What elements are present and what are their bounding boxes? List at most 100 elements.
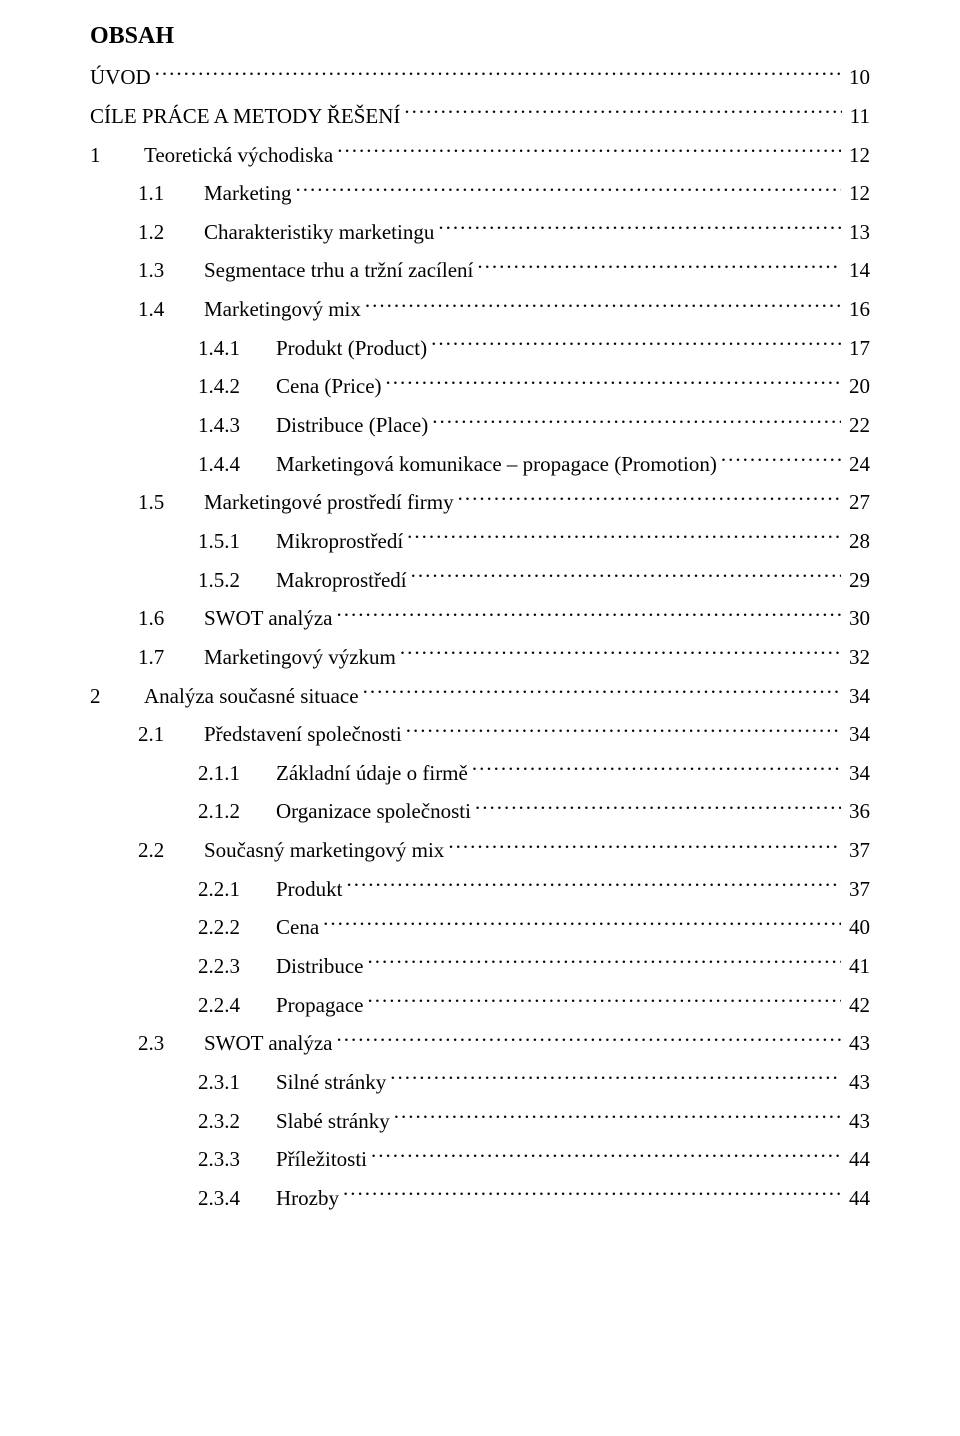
toc-entry: 1.4.2Cena (Price)20: [90, 370, 870, 403]
toc-entry-label: Charakteristiky marketingu: [204, 216, 434, 249]
toc-leader: [721, 448, 841, 471]
toc-entry: 1.5Marketingové prostředí firmy27: [90, 486, 870, 519]
toc-leader: [407, 525, 841, 548]
toc-entry: 1.2Charakteristiky marketingu13: [90, 216, 870, 249]
toc-entry-page: 11: [846, 100, 870, 133]
toc-leader: [458, 486, 841, 509]
toc-entry-number: 2.3.1: [198, 1066, 276, 1099]
toc-entry-page: 37: [845, 873, 870, 906]
toc-entry-label: Produkt (Product): [276, 332, 427, 365]
toc-list: ÚVOD10CÍLE PRÁCE A METODY ŘEŠENÍ111Teore…: [90, 61, 870, 1214]
toc-entry-page: 24: [845, 448, 870, 481]
toc-entry-number: 2.2.4: [198, 989, 276, 1022]
toc-entry: 2.1.1Základní údaje o firmě34: [90, 757, 870, 790]
toc-entry-page: 22: [845, 409, 870, 442]
toc-entry: 1.5.2Makroprostředí29: [90, 564, 870, 597]
toc-entry-label: Marketing: [204, 177, 291, 210]
toc-entry-label: Příležitosti: [276, 1143, 367, 1176]
toc-entry: 2.2Současný marketingový mix 37: [90, 834, 870, 867]
toc-entry-label: Marketingové prostředí firmy: [204, 486, 454, 519]
toc-leader: [365, 293, 841, 316]
toc-entry-number: 2.3: [138, 1027, 204, 1060]
toc-entry: CÍLE PRÁCE A METODY ŘEŠENÍ11: [90, 100, 870, 133]
toc-entry-page: 37: [845, 834, 870, 867]
toc-entry: 1.4Marketingový mix16: [90, 293, 870, 326]
toc-entry-page: 34: [845, 680, 870, 713]
toc-entry-page: 41: [845, 950, 870, 983]
toc-entry-number: 2.1.2: [198, 795, 276, 828]
toc-entry-number: 1.5: [138, 486, 204, 519]
toc-leader: [477, 254, 841, 277]
toc-leader: [472, 757, 841, 780]
toc-leader: [390, 1066, 841, 1089]
toc-leader: [411, 564, 841, 587]
toc-entry: 1.5.1Mikroprostředí28: [90, 525, 870, 558]
toc-entry-page: 34: [845, 718, 870, 751]
toc-entry: 2.2.4Propagace42: [90, 989, 870, 1022]
toc-entry: 2Analýza současné situace34: [90, 679, 870, 712]
toc-entry-number: 2.3.4: [198, 1182, 276, 1215]
toc-entry-number: 1.5.2: [198, 564, 276, 597]
toc-entry-label: Silné stránky: [276, 1066, 386, 1099]
toc-leader: [432, 409, 841, 432]
toc-entry-label: Teoretická východiska: [144, 139, 333, 172]
toc-leader: [363, 679, 841, 702]
toc-leader: [386, 370, 841, 393]
toc-entry-number: 1.1: [138, 177, 204, 210]
toc-entry-page: 42: [845, 989, 870, 1022]
toc-entry-label: Marketingový výzkum: [204, 641, 396, 674]
toc-leader: [295, 177, 841, 200]
toc-entry-page: 32: [845, 641, 870, 674]
toc-entry-label: Současný marketingový mix: [204, 834, 444, 867]
toc-entry: 1.3Segmentace trhu a tržní zacílení14: [90, 254, 870, 287]
toc-leader: [336, 602, 841, 625]
toc-entry-label: Distribuce (Place): [276, 409, 428, 442]
toc-entry: 1.7Marketingový výzkum 32: [90, 641, 870, 674]
toc-entry: 2.3.1Silné stránky 43: [90, 1066, 870, 1099]
toc-entry-number: 2: [90, 680, 144, 713]
toc-entry-label: ÚVOD: [90, 61, 151, 94]
toc-entry-page: 44: [845, 1143, 870, 1176]
toc-entry-number: 1.6: [138, 602, 204, 635]
toc-entry: 1.4.4Marketingová komunikace – propagace…: [90, 448, 870, 481]
toc-entry: 2.3.2Slabé stránky43: [90, 1104, 870, 1137]
toc-entry-label: Představení společnosti: [204, 718, 402, 751]
toc-entry: 2.3.3Příležitosti 44: [90, 1143, 870, 1176]
toc-entry-number: 2.2.3: [198, 950, 276, 983]
toc-entry-page: 43: [845, 1066, 870, 1099]
toc-entry: 2.3SWOT analýza43: [90, 1027, 870, 1060]
toc-title: OBSAH: [90, 18, 870, 55]
toc-entry-number: 2.1: [138, 718, 204, 751]
toc-entry-page: 43: [845, 1105, 870, 1138]
toc-entry-number: 2.2.1: [198, 873, 276, 906]
toc-entry-page: 34: [845, 757, 870, 790]
toc-entry-number: 2.2: [138, 834, 204, 867]
toc-entry-label: Cena (Price): [276, 370, 382, 403]
toc-entry-page: 12: [845, 139, 870, 172]
toc-entry-number: 1.4.2: [198, 370, 276, 403]
toc-entry: 2.2.1Produkt37: [90, 873, 870, 906]
toc-entry-label: Distribuce: [276, 950, 363, 983]
toc-leader: [337, 138, 841, 161]
toc-entry-number: 1.3: [138, 254, 204, 287]
toc-entry-page: 29: [845, 564, 870, 597]
toc-entry: 2.3.4Hrozby44: [90, 1182, 870, 1215]
toc-entry-number: 2.3.3: [198, 1143, 276, 1176]
toc-leader: [475, 795, 841, 818]
toc-entry-label: Slabé stránky: [276, 1105, 390, 1138]
toc-leader: [431, 332, 841, 355]
toc-entry: 1.4.1Produkt (Product)17: [90, 332, 870, 365]
toc-entry-label: Hrozby: [276, 1182, 339, 1215]
toc-leader: [343, 1182, 841, 1205]
toc-entry: 2.2.2Cena40: [90, 911, 870, 944]
toc-entry-number: 1.4.1: [198, 332, 276, 365]
toc-leader: [367, 950, 841, 973]
toc-entry-label: Základní údaje o firmě: [276, 757, 468, 790]
toc-entry-number: 1.4.3: [198, 409, 276, 442]
toc-entry-label: SWOT analýza: [204, 602, 332, 635]
toc-entry-number: 1.7: [138, 641, 204, 674]
toc-entry-number: 1.2: [138, 216, 204, 249]
toc-entry: 1.4.3Distribuce (Place) 22: [90, 409, 870, 442]
toc-entry-number: 1: [90, 139, 144, 172]
toc-entry-page: 12: [845, 177, 870, 210]
